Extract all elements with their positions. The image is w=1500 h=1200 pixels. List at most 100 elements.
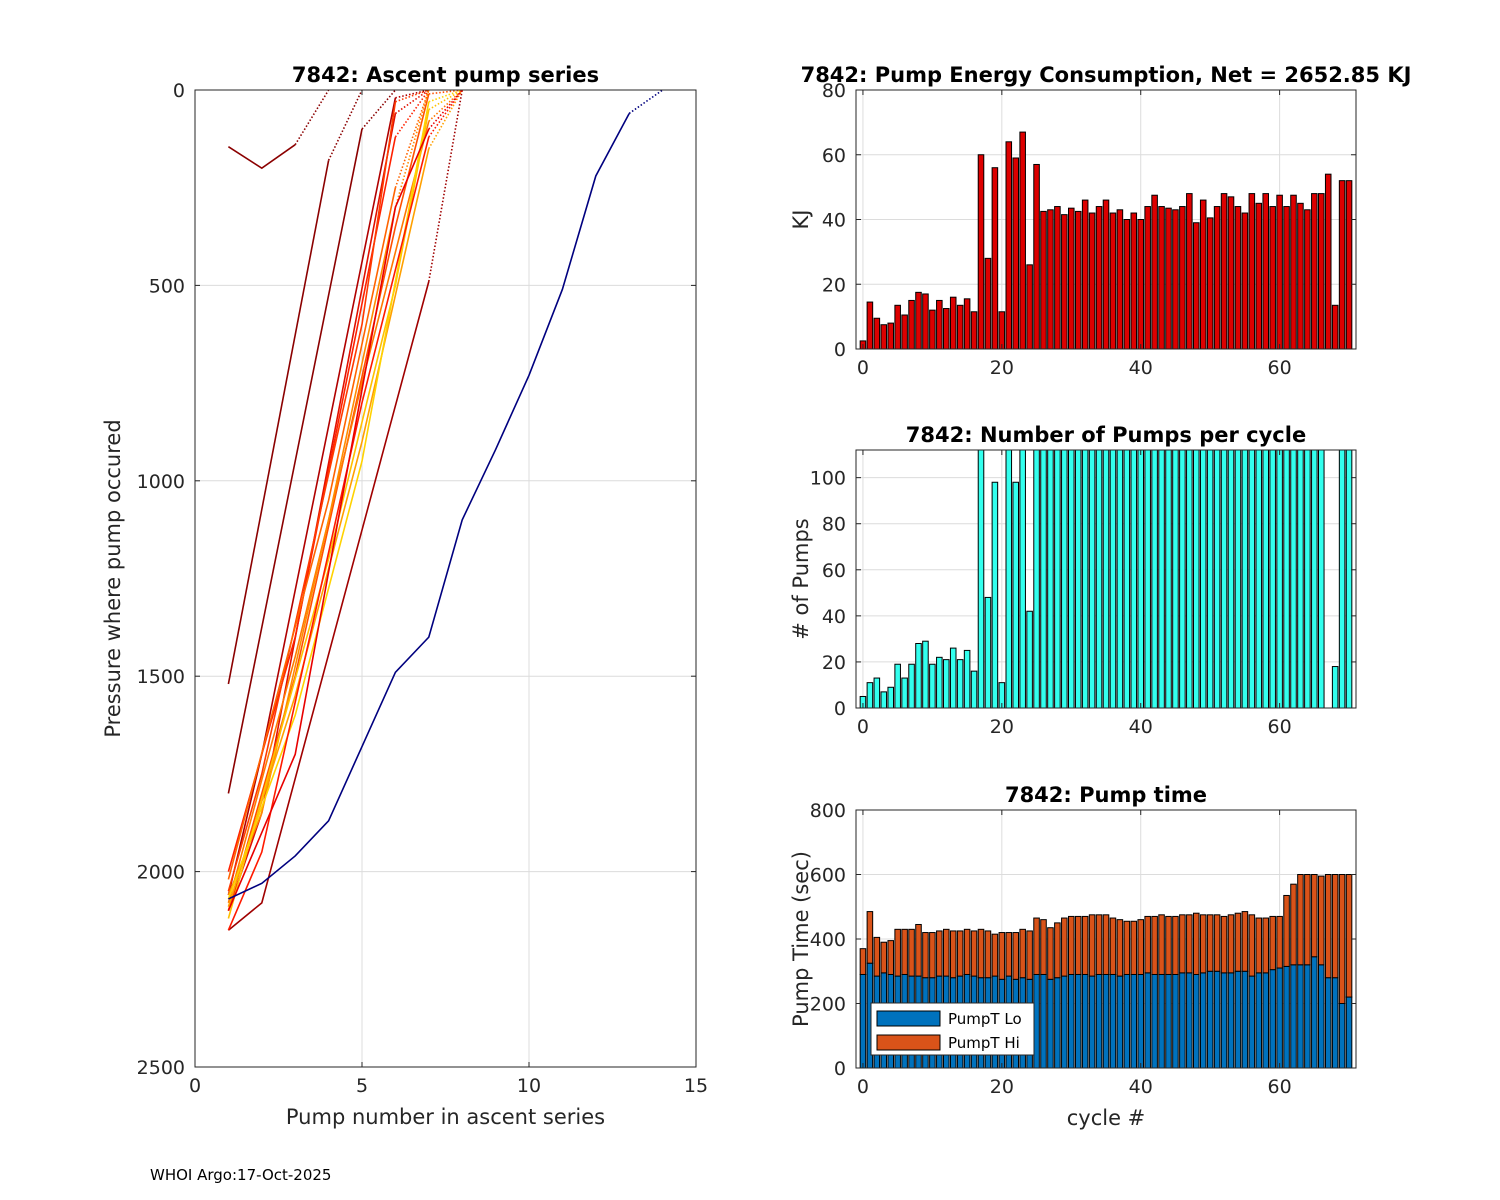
bar-segment bbox=[1005, 932, 1013, 977]
bar bbox=[873, 677, 881, 708]
bar bbox=[1262, 193, 1270, 349]
bar-segment bbox=[1227, 914, 1235, 974]
y-tick-label: 80 bbox=[822, 514, 846, 536]
bar bbox=[1213, 450, 1221, 708]
bar bbox=[887, 322, 895, 349]
bar-segment bbox=[1102, 914, 1110, 975]
y-tick-label: 200 bbox=[810, 994, 846, 1016]
bar bbox=[1061, 214, 1068, 349]
bar bbox=[901, 677, 908, 708]
bar bbox=[943, 308, 950, 349]
bar-segment bbox=[1109, 917, 1117, 975]
bar-segment bbox=[1227, 972, 1235, 1068]
y-axis-label: KJ bbox=[789, 210, 813, 230]
chart-title: 7842: Number of Pumps per cycle bbox=[906, 423, 1306, 447]
bar-segment bbox=[880, 941, 888, 974]
bar-segment bbox=[1054, 922, 1061, 979]
bar-segment bbox=[977, 928, 985, 979]
bar-segment bbox=[1130, 920, 1138, 975]
bar bbox=[873, 317, 881, 349]
bar bbox=[1206, 217, 1214, 349]
bar bbox=[866, 682, 874, 708]
bar-segment bbox=[1255, 972, 1263, 1068]
bar-segment bbox=[1095, 973, 1103, 1068]
bar-segment bbox=[1276, 915, 1283, 969]
bar-segment bbox=[1324, 977, 1332, 1068]
legend-swatch bbox=[876, 1034, 941, 1051]
bar bbox=[1068, 207, 1075, 349]
bar bbox=[1304, 209, 1311, 349]
chart-title: 7842: Pump time bbox=[1005, 783, 1207, 807]
bar-segment bbox=[1345, 996, 1353, 1068]
bar bbox=[1318, 450, 1325, 708]
bar-segment bbox=[1311, 956, 1318, 1068]
bar bbox=[1109, 450, 1117, 708]
bar bbox=[1199, 199, 1207, 349]
bar bbox=[949, 296, 957, 349]
series-tail-dotted bbox=[361, 90, 397, 130]
bar bbox=[1026, 264, 1033, 349]
bar bbox=[1074, 450, 1082, 708]
bar bbox=[1158, 450, 1165, 708]
bar bbox=[1158, 206, 1165, 349]
bar-segment bbox=[1123, 920, 1131, 975]
y-tick-label: 60 bbox=[822, 145, 846, 167]
series-tail-dotted bbox=[394, 90, 430, 138]
series-tail-dotted bbox=[428, 90, 463, 150]
bar bbox=[1095, 450, 1103, 708]
bar bbox=[1033, 450, 1040, 708]
bar-segment bbox=[1144, 972, 1151, 1068]
bar-segment bbox=[1074, 915, 1082, 975]
bar bbox=[1081, 450, 1089, 708]
legend-label: PumpT Hi bbox=[948, 1034, 1020, 1052]
bar bbox=[1061, 450, 1068, 708]
y-tick-label: 1000 bbox=[137, 471, 185, 493]
bar-segment bbox=[1061, 917, 1068, 977]
bar-segment bbox=[1074, 973, 1082, 1068]
y-tick-label: 20 bbox=[822, 652, 846, 674]
bar bbox=[1234, 206, 1242, 349]
series-tail-dotted bbox=[428, 90, 463, 130]
bar-segment bbox=[956, 930, 964, 977]
bar bbox=[1123, 219, 1131, 349]
bar bbox=[922, 293, 929, 349]
bar bbox=[1088, 212, 1096, 349]
y-tick-label: 80 bbox=[822, 80, 846, 102]
series-tail-dotted bbox=[327, 90, 363, 161]
bar bbox=[1116, 450, 1124, 708]
series-tail-dotted bbox=[395, 90, 429, 99]
bar-segment bbox=[1165, 915, 1172, 975]
series-line bbox=[227, 101, 397, 892]
bar bbox=[1186, 193, 1193, 349]
bar bbox=[1227, 450, 1235, 708]
series-line bbox=[227, 109, 430, 919]
bar bbox=[1179, 450, 1186, 708]
bar bbox=[880, 324, 888, 349]
bar-segment bbox=[1081, 915, 1089, 975]
bar bbox=[1130, 450, 1138, 708]
series-tail-dotted bbox=[428, 90, 463, 138]
bar-segment bbox=[1026, 930, 1033, 980]
bar-segment bbox=[1116, 975, 1124, 1068]
bar-segment bbox=[1234, 970, 1242, 1068]
bar bbox=[1172, 209, 1179, 349]
legend-swatch bbox=[876, 1010, 941, 1027]
bar bbox=[1345, 180, 1353, 349]
bar bbox=[998, 311, 1006, 349]
bar bbox=[929, 309, 936, 349]
bar bbox=[1262, 450, 1270, 708]
series-line bbox=[227, 144, 296, 170]
y-axis-label: # of Pumps bbox=[789, 518, 813, 640]
bar-segment bbox=[1262, 917, 1270, 974]
bar bbox=[1123, 450, 1131, 708]
bar bbox=[1324, 173, 1332, 349]
series-tail-dotted bbox=[428, 90, 463, 111]
bar-segment bbox=[1345, 874, 1353, 998]
bar-segment bbox=[1144, 915, 1151, 974]
bar bbox=[1130, 212, 1138, 349]
bar-segment bbox=[1102, 973, 1110, 1068]
x-tick-label: 20 bbox=[990, 1076, 1014, 1098]
bar bbox=[1193, 222, 1200, 349]
